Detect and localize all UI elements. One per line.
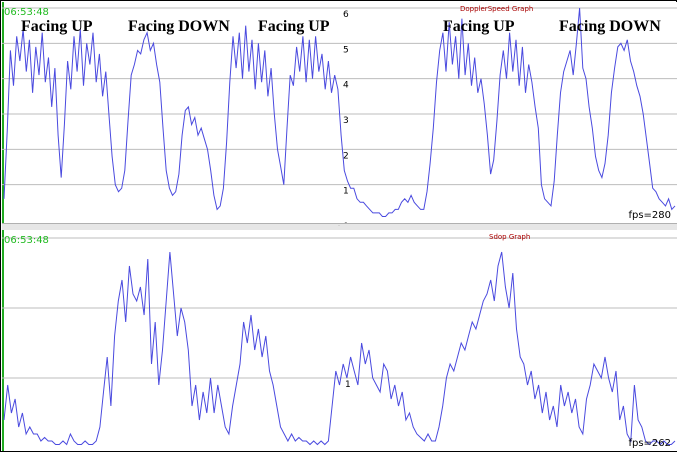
top-timestamp: 06:53:48 xyxy=(4,7,49,18)
y-tick-label: 2 xyxy=(343,151,349,161)
left-accent-line xyxy=(2,230,4,451)
y-tick-label: 1 xyxy=(345,380,351,390)
top-fps-label: fps=280 xyxy=(628,210,671,221)
grip-handle-icon: · xyxy=(338,223,340,229)
bottom-fps-label: fps=262 xyxy=(628,438,671,449)
y-tick-label: 5 xyxy=(343,45,349,55)
annotation-facing-up-2: Facing UP xyxy=(258,18,330,35)
y-tick-label: 1 xyxy=(343,187,349,197)
sdop-graph: 1 xyxy=(2,237,677,446)
annotation-facing-down-2: Facing DOWN xyxy=(559,18,661,35)
sdop-graph-title: Sdop Graph xyxy=(489,233,531,241)
sdop-graph-panel: 1 06:53:48 Sdop Graph fps=262 xyxy=(2,230,677,451)
y-tick-label: 6 xyxy=(343,10,349,20)
series-line xyxy=(3,7,676,217)
annotation-facing-up-1: Facing UP xyxy=(21,18,93,35)
y-tick-label: 3 xyxy=(343,116,349,126)
annotation-facing-down-1: Facing DOWN xyxy=(128,18,230,35)
annotation-facing-up-3: Facing UP xyxy=(443,18,515,35)
y-tick-label: 4 xyxy=(343,81,349,91)
doppler-speed-graph: 0123456 xyxy=(2,7,677,232)
series-line xyxy=(3,251,676,446)
doppler-speed-graph-title: DopplerSpeed Graph xyxy=(460,5,534,13)
doppler-speed-graph-panel: 0123456 06:53:48 DopplerSpeed Graph fps=… xyxy=(2,2,677,232)
bottom-timestamp: 06:53:48 xyxy=(4,235,49,246)
left-accent-line xyxy=(2,2,4,223)
